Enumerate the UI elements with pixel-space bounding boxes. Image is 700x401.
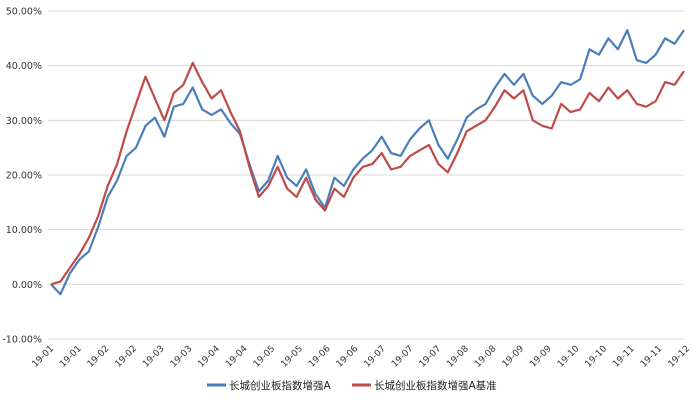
x-tick-label: 19-08	[473, 344, 499, 370]
x-tick-label: 19-05	[252, 344, 278, 370]
y-tick-label: 0.00%	[12, 280, 42, 291]
y-tick-label: 10.00%	[6, 225, 42, 236]
x-tick-label: 19-07	[362, 344, 388, 370]
x-axis-ticks: 19-01 19-01 19-02 19-02 19-03 19-03 19-04 19-04…	[31, 344, 693, 370]
x-tick-label: 19-04	[196, 344, 222, 370]
series-line-2	[50, 61, 685, 286]
y-tick-label: 50.00%	[6, 7, 42, 18]
x-tick-label: 19-02	[114, 344, 140, 370]
x-tick-label: 19-11	[611, 344, 637, 370]
x-tick-label: 19-08	[445, 344, 471, 370]
x-tick-label: 19-01	[58, 344, 84, 370]
x-tick-label: 19-11	[639, 344, 665, 370]
x-tick-label: 19-09	[501, 344, 527, 370]
x-tick-label: 19-10	[556, 344, 582, 370]
gridlines	[48, 10, 684, 340]
x-tick-label: 19-02	[86, 344, 112, 370]
y-axis-ticks: 50.00% 40.00% 30.00% 20.00% 10.00% 0.00% -10.0…	[2, 7, 42, 346]
x-tick-label: 19-07	[418, 344, 444, 370]
y-tick-label: -10.00%	[2, 335, 42, 346]
legend-label-series-2: 长城创业板指数增强A基准	[374, 379, 497, 392]
x-tick-label: 19-06	[335, 344, 361, 370]
y-tick-label: 40.00%	[6, 61, 42, 72]
series-lines	[50, 29, 685, 296]
x-tick-label: 19-04	[224, 344, 250, 370]
x-tick-label: 19-03	[169, 344, 195, 370]
legend: 长城创业板指数增强A 长城创业板指数增强A基准	[207, 379, 497, 392]
y-tick-label: 30.00%	[6, 116, 42, 127]
x-tick-label: 19-01	[31, 344, 57, 370]
x-tick-label: 19-10	[584, 344, 610, 370]
y-tick-label: 20.00%	[6, 171, 42, 182]
x-tick-label: 19-07	[390, 344, 416, 370]
x-tick-label: 19-06	[307, 344, 333, 370]
x-tick-label: 19-05	[279, 344, 305, 370]
x-tick-label: 19-03	[141, 344, 167, 370]
x-tick-label: 19-12	[667, 344, 693, 370]
series-line-1	[50, 29, 685, 296]
x-tick-label: 19-09	[528, 344, 554, 370]
legend-label-series-1: 长城创业板指数增强A	[229, 379, 331, 392]
